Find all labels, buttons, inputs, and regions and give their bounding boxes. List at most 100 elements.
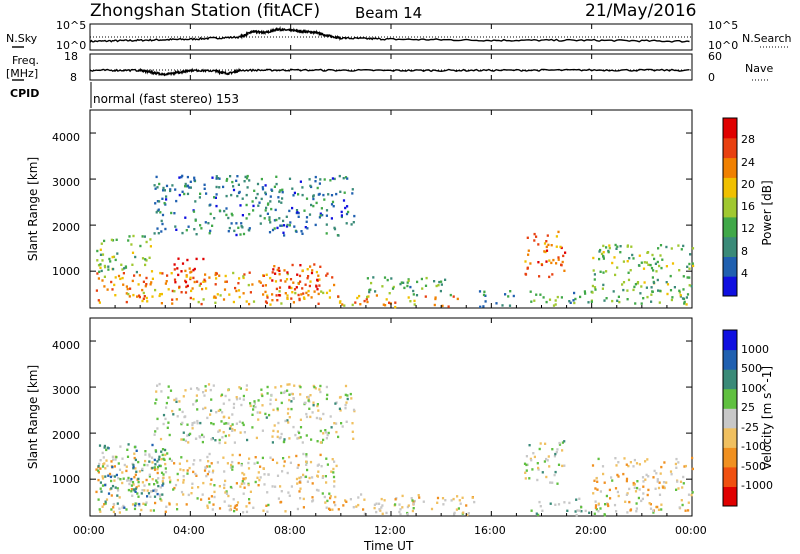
heat-cell-2 xyxy=(212,422,215,426)
heat-cell-2 xyxy=(317,409,320,412)
heat-cell-0 xyxy=(274,280,278,283)
heat-cell-1 xyxy=(154,463,157,466)
power-colorbar-tick: 24 xyxy=(741,156,755,169)
heat-cell-0 xyxy=(313,290,316,293)
heat-cell-2 xyxy=(269,398,272,401)
heat-cell-4 xyxy=(235,233,238,237)
heat-cell-4 xyxy=(161,213,165,217)
heat-cell-3 xyxy=(112,267,115,271)
heat-cell-0 xyxy=(160,499,163,502)
heat-cell-0 xyxy=(170,272,173,275)
heat-cell-0 xyxy=(286,471,289,475)
heat-cell-6 xyxy=(597,502,600,505)
heat-cell-0 xyxy=(228,293,231,296)
heat-cell-1 xyxy=(152,489,155,492)
heat-cell-5 xyxy=(356,296,359,300)
heat-cell-0 xyxy=(299,479,302,483)
heat-cell-5 xyxy=(576,509,579,512)
heat-cell-4 xyxy=(189,186,192,189)
heat-cell-1 xyxy=(103,446,106,449)
heat-cell-0 xyxy=(95,490,98,494)
heat-cell-2 xyxy=(197,388,200,391)
heat-cell-3 xyxy=(441,497,445,500)
heat-cell-0 xyxy=(204,466,207,469)
heat-cell-10 xyxy=(655,270,658,273)
heat-cell-1 xyxy=(155,479,158,482)
heat-cell-3 xyxy=(97,264,101,267)
heat-cell-6 xyxy=(433,280,436,283)
heat-cell-3 xyxy=(99,266,102,269)
heat-cell-0 xyxy=(151,478,154,481)
heat-cell-4 xyxy=(157,208,160,211)
heat-cell-0 xyxy=(263,473,266,476)
heat-cell-4 xyxy=(153,184,156,187)
heat-cell-4 xyxy=(531,468,534,471)
heat-cell-3 xyxy=(467,512,470,515)
heat-cell-8 xyxy=(555,235,558,238)
heat-cell-10 xyxy=(657,247,660,250)
heat-cell-2 xyxy=(351,422,354,425)
heat-cell-0 xyxy=(101,465,105,468)
heat-cell-2 xyxy=(344,403,347,407)
heat-cell-4 xyxy=(549,481,552,484)
heat-cell-10 xyxy=(642,267,646,270)
heat-cell-5 xyxy=(328,296,331,299)
heat-cell-0 xyxy=(316,474,319,477)
heat-cell-0 xyxy=(130,484,133,487)
heat-cell-10 xyxy=(688,267,691,270)
heat-cell-0 xyxy=(276,474,280,477)
heat-cell-6 xyxy=(605,494,608,498)
heat-cell-10 xyxy=(602,271,605,274)
heat-cell-5 xyxy=(452,295,455,298)
heat-cell-1 xyxy=(128,482,131,486)
heat-cell-0 xyxy=(127,292,130,296)
heat-cell-2 xyxy=(228,434,231,437)
heat-cell-2 xyxy=(309,415,312,419)
heat-cell-0 xyxy=(280,500,283,504)
heat-cell-4 xyxy=(539,442,542,445)
heat-cell-1 xyxy=(113,475,116,478)
heat-cell-3 xyxy=(333,501,336,504)
heat-cell-8 xyxy=(560,246,563,250)
heat-cell-3 xyxy=(131,263,134,266)
heat-cell-0 xyxy=(164,462,167,466)
heat-cell-4 xyxy=(209,229,212,233)
heat-cell-0 xyxy=(206,504,209,507)
heat-cell-0 xyxy=(173,486,176,490)
heat-cell-0 xyxy=(185,285,188,289)
heat-cell-6 xyxy=(409,285,412,289)
heat-cell-4 xyxy=(525,469,528,472)
heat-cell-6 xyxy=(626,492,629,495)
heat-cell-6 xyxy=(675,457,678,461)
heat-cell-4 xyxy=(353,214,356,218)
heat-cell-4 xyxy=(288,224,291,227)
heat-cell-9 xyxy=(573,291,576,295)
heat-cell-2 xyxy=(264,284,267,287)
heat-cell-2 xyxy=(252,405,255,408)
heat-cell-10 xyxy=(605,270,608,273)
heat-cell-10 xyxy=(611,299,614,303)
heat-cell-4 xyxy=(319,178,322,181)
heat-cell-5 xyxy=(593,512,596,515)
heat-cell-0 xyxy=(274,485,277,488)
heat-cell-0 xyxy=(167,288,170,291)
heat-cell-0 xyxy=(332,475,336,479)
heat-cell-4 xyxy=(240,222,243,225)
heat-cell-2 xyxy=(178,400,181,403)
heat-cell-4 xyxy=(162,186,165,190)
heat-cell-6 xyxy=(629,461,632,464)
heat-cell-1 xyxy=(109,475,112,479)
heat-cell-0 xyxy=(96,272,99,275)
heat-cell-0 xyxy=(285,278,289,281)
heat-cell-4 xyxy=(282,231,285,234)
heat-cell-6 xyxy=(636,480,639,483)
heat-cell-1 xyxy=(134,502,137,505)
heat-cell-2 xyxy=(199,421,202,425)
heat-cell-6 xyxy=(637,496,640,500)
nsky-tick-bottom: 10^0 xyxy=(56,39,87,52)
velocity-colorbar-segment xyxy=(723,330,737,351)
heat-cell-4 xyxy=(225,194,228,198)
heat-cell-9 xyxy=(554,303,557,306)
heat-cell-4 xyxy=(312,197,315,201)
heat-cell-4 xyxy=(245,217,248,220)
